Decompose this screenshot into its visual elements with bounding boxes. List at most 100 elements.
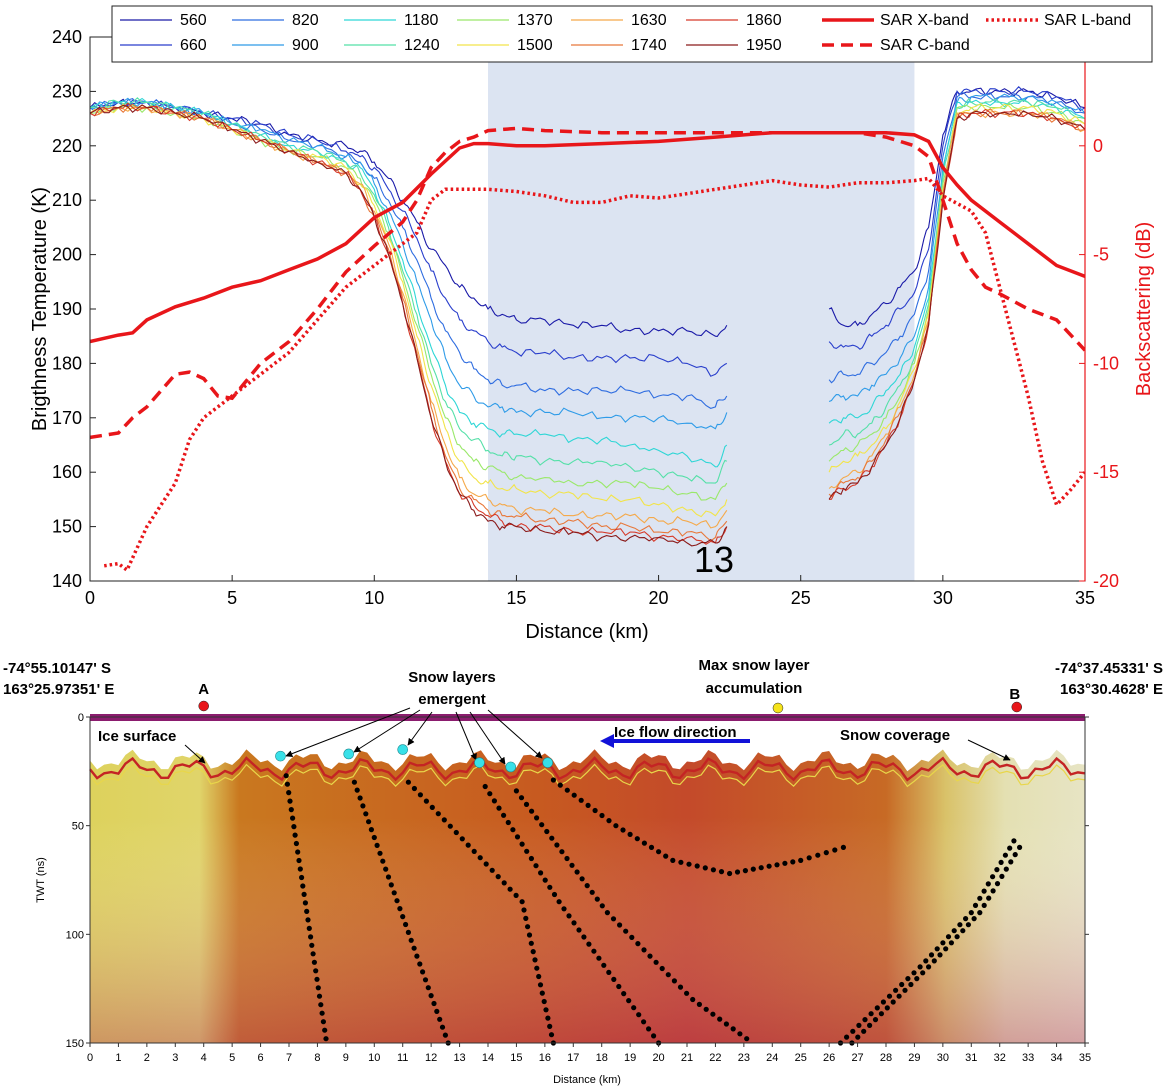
bottom-plot-frame [89, 716, 1086, 1044]
radargram-upper-void [90, 717, 1085, 772]
bottom-xtick-label: 28 [880, 1052, 892, 1064]
snow-layer-dot [806, 855, 812, 861]
snow-layer-dot [507, 886, 513, 892]
snow-layer-dot [893, 987, 899, 993]
snow-layer-dot [514, 834, 521, 840]
legend-box [111, 5, 1153, 63]
snow-layer-dot [592, 807, 598, 814]
snow-layer-dot [299, 874, 305, 881]
snow-layer-dot [646, 1026, 652, 1032]
snow-layer-dot [954, 934, 960, 940]
snow-layer-dot [425, 985, 431, 991]
snow-layer-dot [586, 941, 592, 947]
snow-layer-dot [648, 844, 655, 851]
snow-layer-dot [549, 835, 555, 841]
snow-layer-dot [316, 993, 323, 999]
snow-layer-dot [855, 1034, 861, 1040]
bottom-xtick-label: 34 [1050, 1052, 1062, 1064]
snow-layer-dot [861, 1028, 867, 1034]
snow-layer-dot [576, 927, 582, 933]
snow-layer-dot [541, 998, 547, 1005]
emergent-point-marker [343, 748, 355, 760]
top-ytick-label: 150 [52, 517, 82, 537]
snow-layer-dot [290, 815, 296, 821]
snow-layer-dot [957, 922, 963, 928]
tb-series-line-660 [90, 99, 728, 377]
emergent-points [275, 744, 554, 773]
snow-layer-dot [1007, 845, 1013, 851]
snow-layer-dot [599, 903, 605, 909]
snow-layer-dot [513, 788, 520, 794]
snow-layer-dot [318, 1002, 324, 1008]
snow-layer-dot [564, 855, 570, 862]
snow-layer-dot [528, 940, 534, 946]
legend-label-1740: 1740 [631, 37, 667, 54]
bottom-ytick-label: 100 [66, 929, 84, 941]
snow-layer-dot [524, 848, 530, 854]
bottom-xtick-label: 24 [766, 1052, 778, 1064]
bottom-xlabel: Distance (km) [553, 1074, 621, 1086]
bottom-xtick-label: 3 [172, 1052, 178, 1064]
snow-layer-dot [867, 1022, 873, 1028]
snow-layer-dot [301, 891, 307, 898]
snow-layer-dot [322, 1027, 328, 1033]
snow-layer-dot [315, 985, 321, 991]
sar-series-sar-x-band [90, 130, 1085, 344]
bottom-xtick-label: 31 [965, 1052, 977, 1064]
bottom-xtick-label: 12 [425, 1052, 437, 1064]
snow-layer-dot [374, 842, 380, 849]
arrow-emergent-6 [487, 709, 543, 759]
snow-layer-dot [543, 1007, 549, 1013]
snow-layer-dot [314, 976, 320, 982]
snow-layer-dot [703, 1006, 709, 1012]
snow-layer-dot [965, 922, 972, 928]
snow-layer-dot [774, 862, 780, 868]
snow-layer-dot [1017, 844, 1023, 851]
snow-layer-dot [850, 1028, 856, 1034]
snow-layer-dot [429, 804, 435, 811]
snow-layer-dot [626, 998, 632, 1004]
snow-layer-dot [536, 973, 542, 980]
snow-layer-dot [635, 941, 641, 947]
emergent-point-marker [275, 750, 286, 762]
label-max-snow-2: accumulation [706, 680, 803, 697]
snow-layer-dot [403, 921, 409, 928]
snow-layer-dot [884, 1005, 890, 1011]
snow-layer-dot [868, 1011, 874, 1017]
snow-layer-dot [550, 777, 557, 783]
snow-layer-dot [636, 1012, 642, 1018]
bottom-xtick-label: 19 [624, 1052, 636, 1064]
snow-layer-dot [559, 849, 565, 855]
snow-layer-dot [483, 861, 489, 867]
snow-layer-dot [815, 852, 821, 858]
snow-layer-dot [694, 863, 700, 869]
bottom-xtick-label: 4 [201, 1052, 207, 1064]
snow-layer-dot [357, 795, 363, 801]
bottom-ytick-label: 150 [66, 1038, 84, 1050]
arrow-snow-coverage [967, 739, 1011, 761]
snow-layer-dot [920, 970, 926, 976]
point-a-label: A [198, 681, 209, 698]
snow-layer-dot [544, 828, 550, 835]
snow-layer-dot [548, 1032, 555, 1038]
snow-layer-dot [647, 953, 653, 959]
snow-layer-dot [914, 976, 920, 982]
snow-layer-dot [594, 896, 600, 902]
legend-label-1500: 1500 [517, 37, 553, 54]
bottom-xtick-label: 16 [539, 1052, 551, 1064]
bottom-xtick-label: 13 [453, 1052, 465, 1064]
snow-layer-dot [388, 882, 394, 888]
snow-layer-dot [899, 981, 905, 988]
snow-layer-dot [963, 916, 969, 922]
label-ice-flow: Ice flow direction [614, 724, 737, 741]
emergent-point-marker [505, 761, 517, 773]
snow-layer-dot [363, 811, 369, 817]
coord-a-line2: 163°25.97351' E [3, 681, 114, 698]
snow-layer-dot [1002, 852, 1009, 858]
snow-layer-dot [293, 840, 299, 847]
snow-layer-dot [377, 850, 383, 856]
snow-layer-dot [569, 862, 575, 868]
snow-layer-dot [656, 849, 662, 855]
snow-layer-dot [696, 1001, 703, 1008]
snow-layer-dot [383, 866, 389, 872]
